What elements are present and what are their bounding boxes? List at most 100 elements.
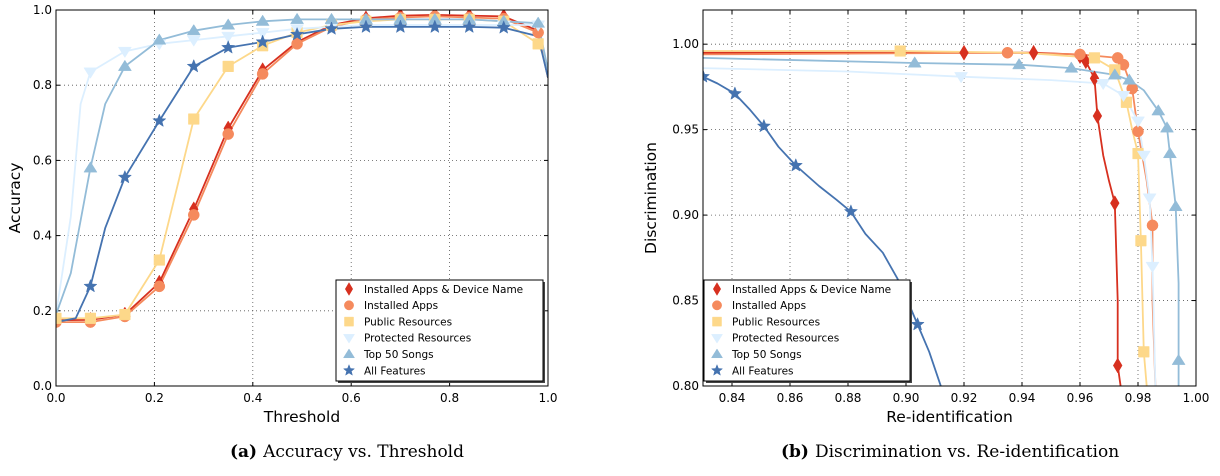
data-point bbox=[1142, 193, 1157, 205]
legend-marker bbox=[712, 300, 722, 311]
x-axis-label: Threshold bbox=[263, 408, 340, 426]
legend-label: Top 50 Songs bbox=[731, 349, 802, 361]
series-layer bbox=[56, 10, 548, 329]
data-point bbox=[1160, 121, 1174, 133]
data-point bbox=[187, 209, 200, 221]
x-tick-label: 0.6 bbox=[342, 391, 361, 405]
data-point bbox=[152, 33, 167, 45]
data-point bbox=[290, 12, 305, 24]
y-tick-label: 0.80 bbox=[672, 379, 699, 393]
data-point bbox=[152, 113, 167, 128]
data-point bbox=[1012, 58, 1027, 70]
series-line bbox=[56, 26, 548, 323]
data-point bbox=[1131, 116, 1145, 128]
data-point bbox=[1064, 61, 1079, 73]
x-tick-label: 0.8 bbox=[440, 391, 459, 405]
legend-marker bbox=[711, 348, 723, 359]
legend-marker bbox=[343, 348, 355, 359]
x-axis-label: Re-identification bbox=[886, 408, 1013, 426]
data-point bbox=[221, 18, 236, 30]
data-point bbox=[1138, 346, 1150, 358]
legend-label: Top 50 Songs bbox=[363, 349, 434, 361]
data-point bbox=[1110, 195, 1120, 212]
x-tick-label: 0.84 bbox=[719, 391, 746, 405]
data-point bbox=[256, 68, 269, 80]
x-tick-label: 1.00 bbox=[1183, 391, 1210, 405]
data-point bbox=[1136, 150, 1151, 162]
data-point bbox=[788, 158, 803, 172]
legend-label: Installed Apps & Device Name bbox=[732, 284, 891, 296]
axes-frame bbox=[702, 9, 1197, 387]
legend-marker bbox=[344, 300, 354, 311]
data-point bbox=[894, 45, 906, 57]
legend-label: Installed Apps bbox=[364, 300, 438, 312]
y-tick-label: 0.85 bbox=[672, 294, 699, 308]
legend-label: Public Resources bbox=[364, 316, 452, 328]
data-point bbox=[531, 16, 546, 28]
data-point bbox=[222, 60, 234, 72]
data-point bbox=[462, 19, 477, 34]
legend-box bbox=[335, 279, 544, 382]
legend-label: Protected Resources bbox=[732, 333, 839, 345]
legend-marker bbox=[710, 364, 724, 376]
legend-label: Protected Resources bbox=[364, 333, 471, 345]
data-point bbox=[703, 69, 711, 83]
data-point bbox=[1151, 104, 1166, 116]
data-point bbox=[427, 19, 442, 34]
data-point bbox=[1096, 79, 1111, 91]
y-tick-label: 0.4 bbox=[33, 229, 52, 243]
data-point bbox=[221, 31, 236, 43]
x-tick-label: 0.92 bbox=[951, 391, 978, 405]
series-line bbox=[56, 18, 548, 315]
data-point bbox=[1168, 199, 1183, 212]
data-point bbox=[1089, 70, 1100, 87]
y-tick-label: 1.00 bbox=[672, 37, 699, 51]
legend-marker bbox=[711, 334, 723, 344]
y-tick-label: 0.0 bbox=[33, 379, 52, 393]
data-point bbox=[1162, 146, 1177, 159]
data-point bbox=[222, 128, 234, 140]
data-point bbox=[532, 38, 544, 50]
accuracy-threshold-chart: 0.0 0.2 0.4 0.6 0.8 1.0 0.0 0.2 0.4 0.6 0.8 1.0 Thre… bbox=[6, 3, 558, 426]
data-point bbox=[1146, 219, 1159, 232]
x-tick-label: 0.94 bbox=[1009, 391, 1036, 405]
data-point bbox=[255, 14, 270, 26]
legend-label: Installed Apps & Device Name bbox=[364, 284, 523, 296]
y-tick-label: 0.95 bbox=[672, 123, 699, 137]
legend-marker bbox=[344, 316, 354, 327]
legend-marker bbox=[343, 334, 355, 344]
data-point bbox=[117, 59, 132, 71]
legend-label: Public Resources bbox=[732, 316, 820, 328]
data-point bbox=[119, 308, 131, 321]
x-tick-label: 0.98 bbox=[1125, 391, 1152, 405]
data-point bbox=[186, 58, 201, 73]
data-point bbox=[255, 28, 270, 40]
x-tick-label: 0.0 bbox=[46, 391, 65, 405]
data-point bbox=[83, 161, 98, 173]
data-point bbox=[186, 24, 201, 36]
data-point bbox=[1092, 107, 1103, 124]
y-axis-label: Discrimination bbox=[642, 142, 660, 254]
figure-canvas: 0.0 0.2 0.4 0.6 0.8 1.0 0.0 0.2 0.4 0.6 0.8 1.0 Thre… bbox=[6, 3, 1210, 426]
series-layer bbox=[703, 44, 1186, 386]
legend-label: Installed Apps bbox=[732, 300, 806, 312]
x-tick-label: 0.96 bbox=[1067, 391, 1094, 405]
data-point bbox=[1171, 353, 1186, 365]
data-point bbox=[1122, 73, 1137, 85]
data-point bbox=[954, 72, 969, 84]
data-point bbox=[186, 35, 201, 47]
data-point bbox=[959, 44, 969, 61]
data-point bbox=[907, 56, 922, 68]
data-point bbox=[358, 19, 374, 34]
data-point bbox=[1116, 90, 1131, 103]
data-point bbox=[153, 280, 166, 293]
y-tick-label: 1.0 bbox=[33, 3, 52, 17]
y-tick-label: 0.2 bbox=[33, 304, 52, 318]
y-tick-label: 0.8 bbox=[33, 78, 52, 92]
data-point bbox=[1074, 48, 1086, 61]
data-point bbox=[1135, 235, 1147, 247]
x-tick-label: 0.86 bbox=[777, 391, 804, 405]
x-tick-label: 0.2 bbox=[145, 391, 164, 405]
data-point bbox=[1001, 46, 1014, 59]
legend-marker bbox=[712, 282, 722, 296]
